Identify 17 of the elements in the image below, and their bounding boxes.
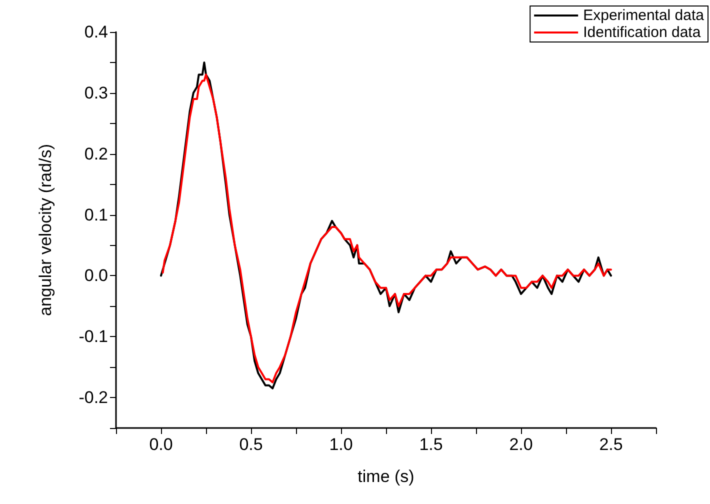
y-tick-label: 0.4 <box>84 22 108 42</box>
y-tick-label: 0.1 <box>84 205 108 224</box>
x-tick-label: 1.0 <box>329 435 353 454</box>
x-tick-label: 2.5 <box>599 435 623 454</box>
x-tick-label: 2.0 <box>509 435 533 454</box>
y-tick-label: -0.2 <box>78 388 108 408</box>
y-tick-label: 0.3 <box>84 83 108 102</box>
y-tick-label: 0.2 <box>84 144 108 164</box>
x-tick-label: 0.0 <box>149 435 173 454</box>
x-axis-title: time (s) <box>358 467 414 486</box>
y-tick-label: -0.1 <box>78 327 108 346</box>
legend-label: Experimental data <box>583 7 705 24</box>
x-tick-label: 1.5 <box>419 435 443 454</box>
y-tick-label: 0.0 <box>84 266 108 286</box>
y-axis-title: angular velocity (rad/s) <box>36 144 55 316</box>
x-tick-label: 0.5 <box>239 435 263 454</box>
legend-label: Identification data <box>583 24 702 41</box>
